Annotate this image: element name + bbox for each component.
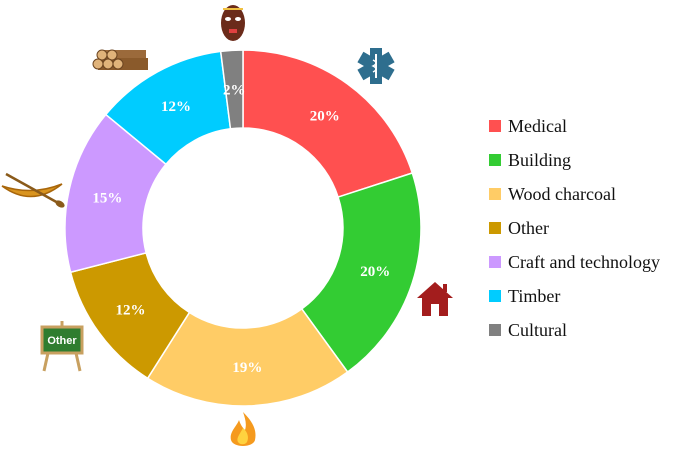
other-signboard-icon: Other <box>40 321 84 372</box>
legend-swatch-other <box>489 222 501 234</box>
legend-label-building: Building <box>508 150 571 170</box>
legend-swatch-cultural <box>489 324 501 336</box>
slices <box>64 49 422 407</box>
house-icon <box>417 282 453 316</box>
legend-label-timber: Timber <box>508 286 560 306</box>
slice-label-timber: 12% <box>161 99 191 115</box>
other-sign-text: Other <box>47 335 77 347</box>
log-pile-icon <box>92 49 148 70</box>
legend-label-medical: Medical <box>508 116 567 136</box>
legend: Medical Building Wood charcoal Other Craft a… <box>489 116 660 340</box>
fire-icon <box>230 412 256 446</box>
legend-swatch-wood-charcoal <box>489 188 501 200</box>
canoe-icon <box>1 172 65 208</box>
legend-swatch-building <box>489 154 501 166</box>
medical-star-of-life-icon <box>357 48 395 84</box>
legend-swatch-medical <box>489 120 501 132</box>
slice-medical <box>242 49 414 199</box>
slice-label-cultural: 2% <box>223 82 246 98</box>
legend-label-craft-and-technology: Craft and technology <box>508 252 660 272</box>
slice-label-other: 12% <box>116 303 146 319</box>
tribal-mask-icon <box>221 5 245 41</box>
legend-swatch-craft-and-technology <box>489 256 501 268</box>
legend-label-cultural: Cultural <box>508 320 567 340</box>
slice-building <box>300 172 422 374</box>
legend-label-other: Other <box>508 218 549 238</box>
slice-label-craft-and-technology: 15% <box>92 191 122 207</box>
slice-label-building: 20% <box>360 264 390 280</box>
slice-label-medical: 20% <box>310 109 340 125</box>
slice-labels: 20% 20% 19% 12% 15% 12% 2% <box>92 82 390 376</box>
legend-label-wood-charcoal: Wood charcoal <box>508 184 616 204</box>
slice-label-wood-charcoal: 19% <box>232 360 262 376</box>
slice-cultural <box>219 49 244 130</box>
legend-swatch-timber <box>489 290 501 302</box>
slice-wood-charcoal <box>146 307 349 407</box>
